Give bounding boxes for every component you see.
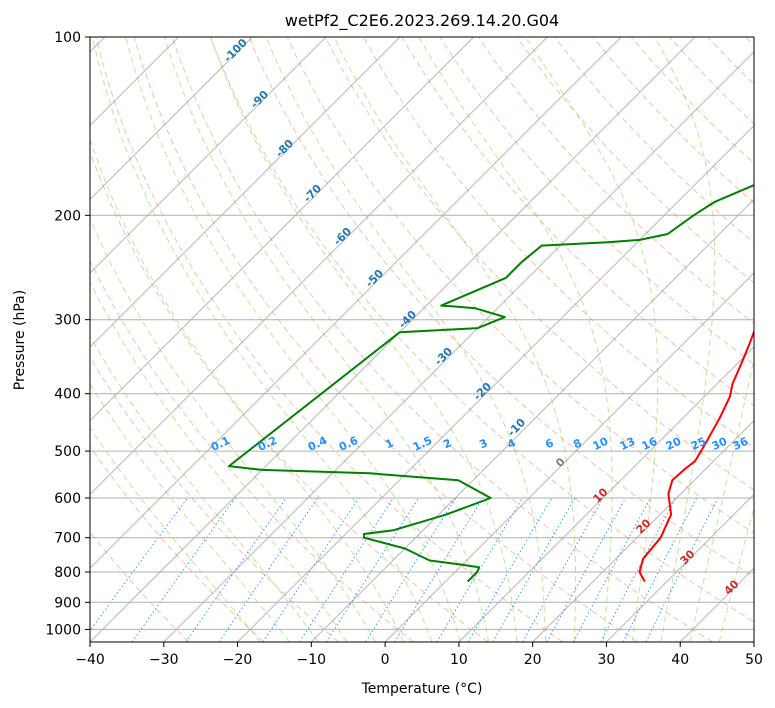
moist-adiabat xyxy=(418,37,613,642)
dry-adiabat xyxy=(171,37,713,642)
x-tick-label: −30 xyxy=(149,652,179,668)
mixing-ratio-line xyxy=(262,497,360,642)
y-tick-label: 400 xyxy=(54,387,81,403)
x-tick-label: 10 xyxy=(450,652,468,668)
mixing-ratio-label: 10 xyxy=(591,435,611,453)
isotherm-line xyxy=(90,37,475,422)
mixing-ratio-line xyxy=(600,497,677,642)
dry-adiabat xyxy=(286,37,754,534)
x-tick-label: −10 xyxy=(297,652,327,668)
mixing-ratio-line xyxy=(365,497,457,642)
isotherm-line xyxy=(90,37,622,569)
isotherm-line xyxy=(90,37,548,496)
grid xyxy=(90,37,754,642)
y-tick-label: 900 xyxy=(54,595,81,611)
y-tick-label: 300 xyxy=(54,313,81,329)
moist-adiabat xyxy=(525,37,659,642)
dry-adiabat xyxy=(95,37,564,642)
x-tick-label: 50 xyxy=(745,652,763,668)
dry-adiabat xyxy=(90,445,265,642)
isotherm-line xyxy=(90,37,696,642)
isotherm-line xyxy=(310,198,754,642)
y-tick-label: 700 xyxy=(54,531,81,547)
mixing-ratio-label: 13 xyxy=(618,435,637,453)
isotherm-line xyxy=(458,346,754,642)
moist-adiabat xyxy=(90,217,376,642)
mixing-ratio-line xyxy=(394,497,484,642)
mixing-ratio-line xyxy=(436,497,524,642)
plot-frame xyxy=(89,36,755,643)
x-tick-label: −20 xyxy=(223,652,253,668)
y-tick-label: 500 xyxy=(54,444,81,460)
moist-adiabat xyxy=(90,280,348,642)
mixing-ratio-line xyxy=(90,497,188,632)
moist-adiabat xyxy=(90,335,319,642)
series-group xyxy=(228,184,754,583)
mixing-ratio-label: 36 xyxy=(731,435,751,453)
isotherm-line xyxy=(90,37,253,201)
y-tick-label: 100 xyxy=(54,30,81,46)
dewpoint-profile-line xyxy=(228,184,754,583)
moist-adiabat xyxy=(718,505,754,642)
background-lines xyxy=(90,37,754,642)
moist-adiabat xyxy=(125,37,461,642)
mixing-ratio-label: 20 xyxy=(664,435,684,453)
moist-adiabat xyxy=(164,37,490,642)
dry-adiabat xyxy=(248,37,754,578)
moist-adiabat xyxy=(654,37,716,642)
dry-adiabat xyxy=(90,259,414,642)
isotherm-line xyxy=(90,37,327,274)
isotherm-line xyxy=(237,124,754,642)
y-axis-label: Pressure (hPa) xyxy=(12,290,28,390)
y-axis: 100 200 300 400 500 600 700 800 900 1000 xyxy=(45,30,90,638)
dry-adiabat xyxy=(477,37,754,324)
chart-title: wetPf2_C2E6.2023.269.14.20.G04 xyxy=(285,11,559,31)
x-tick-label: 30 xyxy=(598,652,616,668)
isotherm-line xyxy=(384,272,754,642)
mixing-ratio-line xyxy=(131,497,236,642)
x-tick-label: 20 xyxy=(524,652,542,668)
moist-adiabat xyxy=(90,426,261,642)
x-tick-label: −40 xyxy=(75,652,105,668)
y-tick-label: 200 xyxy=(54,208,81,224)
moist-adiabat xyxy=(90,137,405,642)
x-tick-label: 40 xyxy=(671,652,689,668)
mixing-ratio-line xyxy=(622,497,698,642)
moist-adiabat xyxy=(689,356,754,642)
mixing-ratio-line xyxy=(645,497,719,642)
dry-adiabat xyxy=(210,37,754,623)
isotherm-line xyxy=(163,51,754,642)
mixing-ratio-label: 25 xyxy=(689,435,708,453)
isotherm-line xyxy=(606,493,754,642)
dry-adiabat xyxy=(516,37,754,284)
isotherm-line xyxy=(90,37,401,348)
mixing-ratio-label: 16 xyxy=(640,435,660,453)
y-tick-label: 600 xyxy=(54,491,81,507)
x-tick-label: 0 xyxy=(381,652,390,668)
x-axis: −40 −30 −20 −10 0 10 20 30 40 50 xyxy=(75,642,763,668)
x-axis-label: Temperature (°C) xyxy=(361,681,483,697)
mixing-ratio-line xyxy=(546,497,627,642)
moist-adiabat xyxy=(210,37,518,642)
mixing-ratio-label: 30 xyxy=(710,435,730,453)
moist-adiabat xyxy=(333,37,577,642)
dry-adiabat xyxy=(90,356,339,642)
temperature-profile-line xyxy=(638,328,754,582)
mixing-ratio-line xyxy=(573,497,651,642)
moist-adiabat xyxy=(265,37,547,642)
isotherm-line xyxy=(532,419,754,642)
moist-adiabat xyxy=(92,37,433,642)
dry-adiabat xyxy=(324,37,754,491)
y-tick-label: 800 xyxy=(54,565,81,581)
y-tick-label: 1000 xyxy=(45,622,81,638)
moist-adiabat xyxy=(90,383,290,642)
